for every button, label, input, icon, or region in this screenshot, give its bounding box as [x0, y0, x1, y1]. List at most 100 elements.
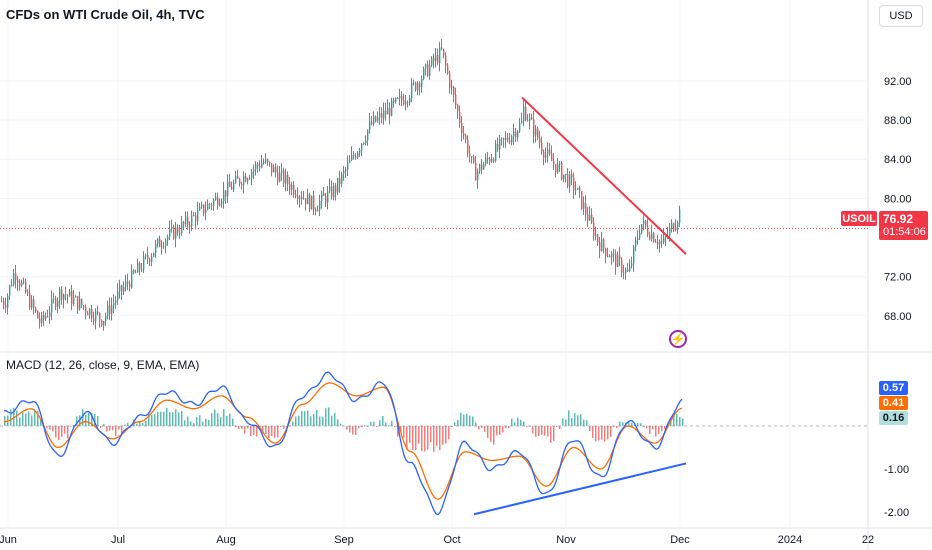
macd-histogram-bar [529, 425, 531, 427]
macd-histogram-bar [307, 410, 309, 426]
macd-histogram-bar [337, 419, 339, 426]
macd-histogram-bar [109, 425, 111, 431]
candle-body [17, 279, 19, 283]
macd-histogram-bar [232, 418, 234, 426]
macd-histogram-bar [238, 425, 240, 430]
macd-histogram-bar [472, 416, 474, 426]
macd-tick-label: -1.00 [884, 464, 909, 476]
candle-body [597, 234, 599, 243]
candle-body [661, 241, 663, 243]
candle-body [507, 137, 509, 141]
candle-body [297, 196, 299, 200]
candle-body [267, 159, 269, 162]
candle-body [207, 204, 209, 210]
candle-body [127, 281, 129, 284]
candle-body [117, 291, 119, 301]
candle-body [103, 321, 105, 326]
macd-histogram-bar [649, 425, 651, 434]
ticker-tag: USOIL [841, 211, 877, 226]
candle-body [451, 86, 453, 88]
candle-body [431, 57, 433, 66]
macd-histogram-bar [295, 416, 297, 426]
candle-body [671, 223, 673, 229]
macd-histogram-bar [550, 425, 552, 443]
macd-histogram-bar [172, 412, 174, 426]
candle-body [335, 185, 337, 193]
macd-histogram-bar [301, 410, 303, 426]
candle-body [203, 204, 205, 214]
candle-body [43, 314, 45, 319]
candle-body [415, 82, 417, 91]
candle-body [167, 236, 169, 241]
macd-histogram-bar [10, 409, 12, 426]
candle-body [293, 184, 295, 195]
candle-body [75, 296, 77, 298]
price-tick-label: 88.00 [884, 115, 912, 127]
macd-histogram-bar [499, 425, 501, 435]
lightning-icon[interactable]: ⚡ [669, 330, 687, 348]
candle-body [77, 296, 79, 310]
macd-histogram-bar [334, 412, 336, 426]
candle-body [265, 159, 267, 163]
macd-histogram-bar [469, 415, 471, 426]
candle-body [299, 197, 301, 200]
candle-body [457, 105, 459, 112]
candle-body [19, 282, 21, 286]
macd-histogram-bar [124, 424, 126, 426]
currency-button[interactable]: USD [879, 5, 923, 27]
candle-body [139, 263, 141, 270]
candle-body [183, 222, 185, 224]
macd-histogram-bar [556, 425, 558, 428]
candle-body [601, 239, 603, 252]
candle-body [381, 113, 383, 119]
candle-body [623, 272, 625, 274]
candle-body [313, 195, 315, 210]
macd-histogram-bar [91, 412, 93, 426]
candle-body [549, 149, 551, 155]
macd-histogram-bar [676, 413, 678, 426]
candle-body [397, 98, 399, 100]
candle-body [67, 295, 69, 297]
macd-histogram-bar [511, 418, 513, 426]
candle-body [617, 255, 619, 267]
macd-histogram-bar [565, 419, 567, 426]
macd-histogram-bar [427, 425, 429, 450]
candle-body [153, 252, 155, 257]
macd-histogram-bar [169, 411, 171, 426]
candle-body [283, 170, 285, 184]
macd-histogram-bar [484, 425, 486, 432]
macd-histogram-bar [553, 425, 555, 441]
macd-histogram-bar [319, 416, 321, 426]
macd-histogram-bar [343, 425, 345, 427]
macd-histogram-bar [205, 418, 207, 426]
price-tick-label: 72.00 [884, 272, 912, 284]
candle-body [171, 226, 173, 229]
candle-body [519, 122, 521, 132]
candle-body [605, 248, 607, 257]
candle-body [479, 164, 481, 172]
macd-histogram-bar [184, 420, 186, 426]
candle-body [391, 100, 393, 116]
macd-histogram-bar [298, 415, 300, 426]
macd-line [3, 371, 683, 516]
candle-body [333, 185, 335, 197]
macd-histogram-bar [367, 425, 369, 427]
candle-body [589, 214, 591, 221]
macd-histogram-bar [631, 422, 633, 426]
candle-body [383, 110, 385, 119]
macd-histogram-bar [439, 425, 441, 451]
candle-body [423, 68, 425, 79]
candle-body [643, 220, 645, 225]
candle-body [573, 177, 575, 191]
candle-body [527, 120, 529, 122]
candle-body [353, 154, 355, 157]
macd-histogram-bar [88, 413, 90, 426]
candle-body [243, 176, 245, 186]
candle-body [621, 259, 623, 273]
candle-body [591, 214, 593, 223]
candle-body [253, 169, 255, 172]
candle-body [417, 83, 419, 91]
candle-body [71, 291, 73, 305]
macd-histogram-bar [592, 425, 594, 438]
